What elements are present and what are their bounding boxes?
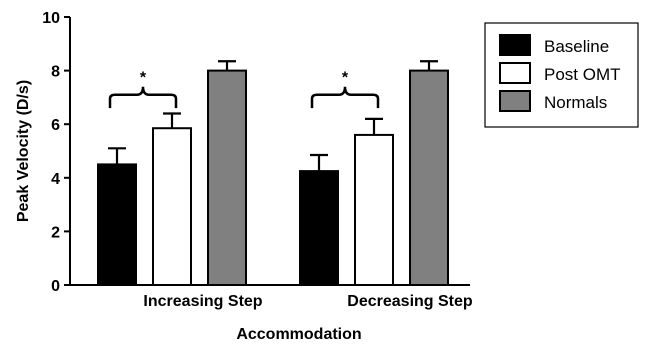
- y-tick-label: 10: [42, 10, 60, 27]
- bar-post-omt: [152, 127, 192, 286]
- y-tick-label: 2: [51, 224, 60, 241]
- legend-swatch: [499, 90, 531, 112]
- y-tick-label: 8: [51, 64, 60, 81]
- y-tick-label: 4: [51, 171, 60, 188]
- axes: 0 2 4 6 8 10 Increasing Step Decreasing Step: [42, 10, 473, 310]
- x-axis-title: Accommodation: [236, 326, 361, 343]
- bar-normals: [207, 69, 247, 286]
- y-axis-title: Peak Velocity (D/s): [15, 80, 32, 222]
- bar-baseline: [97, 163, 137, 286]
- legend-label: Post OMT: [544, 65, 621, 84]
- legend-swatch: [499, 62, 531, 84]
- legend: Baseline Post OMT Normals: [484, 22, 639, 128]
- legend-swatch: [499, 34, 531, 56]
- bar-normals: [409, 69, 449, 286]
- x-category-label: Decreasing Step: [347, 293, 473, 310]
- significance-label: *: [140, 70, 147, 87]
- significance-bracket: [108, 86, 178, 109]
- significance-bracket: [310, 86, 380, 109]
- x-category-label: Increasing Step: [143, 293, 262, 310]
- plot-area: * *: [97, 60, 449, 287]
- legend-label: Normals: [544, 93, 607, 112]
- bar-baseline: [299, 170, 339, 287]
- legend-label: Baseline: [544, 37, 609, 56]
- y-tick-label: 0: [51, 278, 60, 295]
- y-tick-label: 6: [51, 117, 60, 134]
- bar-post-omt: [354, 133, 394, 286]
- significance-label: *: [342, 70, 349, 87]
